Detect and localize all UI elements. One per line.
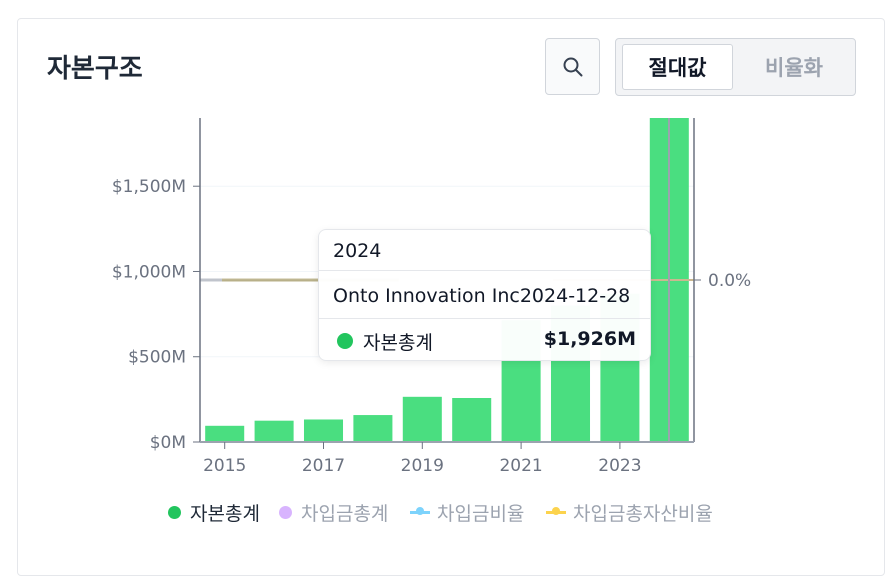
x-tick-label: 2023 <box>598 456 641 476</box>
legend-label: 차입금총자산비율 <box>573 502 713 525</box>
legend-label: 차입금비율 <box>437 502 525 525</box>
bar-2016 <box>254 420 294 442</box>
tooltip-divider <box>319 318 650 319</box>
legend-dot <box>168 505 181 519</box>
y-tick-label: $1,500M <box>112 177 186 197</box>
search-icon <box>563 57 582 76</box>
page-title: 자본구조 <box>47 54 143 84</box>
legend-label: 차입금총계 <box>301 502 389 525</box>
bar-2018 <box>353 415 393 442</box>
y-tick-label: $500M <box>128 348 186 368</box>
view-toggle: 절대값 비율화 <box>615 38 856 96</box>
tooltip-year: 2024 <box>333 240 382 262</box>
x-tick-label: 2015 <box>203 456 246 476</box>
legend-item-debt-ratio[interactable]: 차입금비율 <box>410 498 524 526</box>
x-tick-label: 2021 <box>499 456 542 476</box>
search-button[interactable] <box>545 38 600 95</box>
tooltip-divider <box>319 270 650 271</box>
y-tick-label: $0M <box>150 433 186 453</box>
tooltip-series-name: 자본총계 <box>363 332 433 354</box>
tooltip-company: Onto Innovation Inc2024-12-28 <box>333 285 631 307</box>
x-tick-label: 2019 <box>401 456 444 476</box>
bar-2019 <box>402 396 442 442</box>
bar-2017 <box>303 419 344 442</box>
legend-item-debt-asset-ratio[interactable]: 차입금총자산비율 <box>546 498 713 526</box>
y-tick-label: $1,000M <box>112 262 186 282</box>
chart-legend: 자본총계 차입금총계 차입금비율 차입금총자산비율 <box>0 498 890 526</box>
bar-2015 <box>205 425 245 442</box>
tooltip-value: $1,926M <box>543 328 636 350</box>
y2-tick-label: 0.0% <box>708 271 751 291</box>
ratio-button[interactable]: 비율화 <box>765 56 823 80</box>
bar-2020 <box>452 398 492 442</box>
legend-line <box>546 506 566 515</box>
x-tick-label: 2017 <box>302 456 345 476</box>
legend-line <box>410 506 430 515</box>
absolute-value-button[interactable]: 절대값 <box>622 44 733 90</box>
legend-dot <box>279 505 292 519</box>
legend-item-debt-total[interactable]: 차입금총계 <box>279 498 388 526</box>
legend-item-equity[interactable]: 자본총계 <box>168 498 260 526</box>
tooltip-series-dot <box>337 333 353 349</box>
chart-tooltip: 2024 Onto Innovation Inc2024-12-28 자본총계 … <box>318 229 651 361</box>
legend-label: 자본총계 <box>190 502 260 525</box>
